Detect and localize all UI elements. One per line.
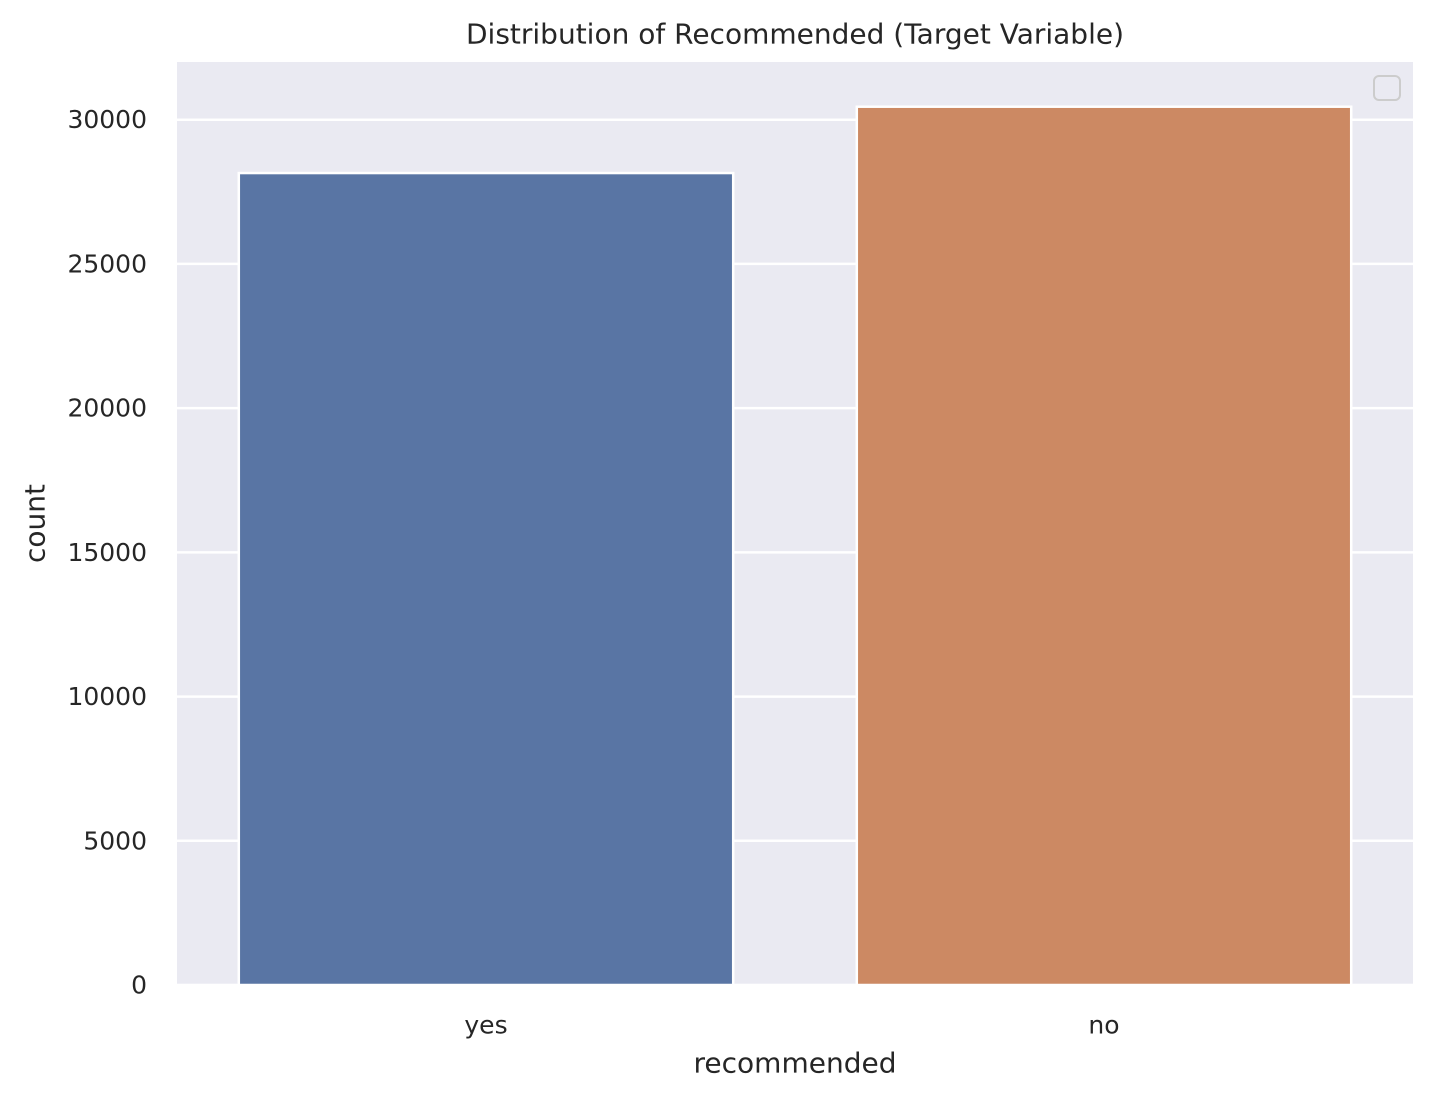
- x-tick-label: no: [1088, 1011, 1119, 1040]
- y-axis-title: count: [19, 484, 52, 563]
- y-tick-label: 5000: [83, 826, 147, 855]
- y-axis-ticks: 0 5000 10000 15000 20000 25000 30000: [67, 105, 147, 999]
- chart-title: Distribution of Recommended (Target Vari…: [466, 18, 1124, 51]
- bar-yes: [237, 171, 735, 987]
- bars: [237, 105, 1353, 987]
- legend: [1373, 75, 1401, 101]
- y-tick-label: 25000: [67, 249, 147, 278]
- y-tick-label: 0: [131, 971, 147, 1000]
- y-tick-label: 30000: [67, 105, 147, 134]
- y-tick-label: 20000: [67, 394, 147, 423]
- bar-no: [855, 105, 1353, 987]
- x-axis-ticks: yes no: [464, 1011, 1119, 1040]
- y-tick-label: 10000: [67, 682, 147, 711]
- x-tick-label: yes: [464, 1011, 507, 1040]
- y-tick-label: 15000: [67, 538, 147, 567]
- x-axis-title: recommended: [694, 1047, 897, 1080]
